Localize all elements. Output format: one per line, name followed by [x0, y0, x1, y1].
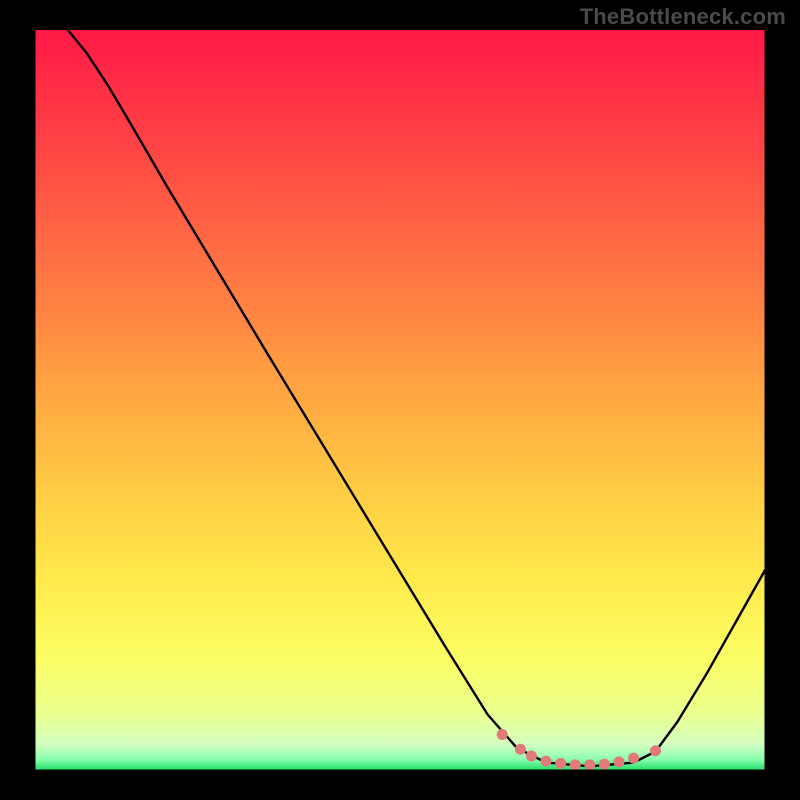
- plot-background: [35, 30, 765, 770]
- valley-marker: [515, 744, 526, 755]
- valley-marker: [650, 745, 661, 756]
- chart-stage: TheBottleneck.com: [0, 0, 800, 800]
- watermark-text: TheBottleneck.com: [580, 4, 786, 30]
- valley-marker: [570, 759, 581, 770]
- valley-marker: [599, 759, 610, 770]
- valley-marker: [526, 750, 537, 761]
- valley-marker: [614, 756, 625, 767]
- valley-marker: [628, 753, 639, 764]
- plot-layer: [35, 30, 765, 770]
- valley-marker: [497, 729, 508, 740]
- valley-marker: [555, 758, 566, 769]
- valley-marker: [584, 759, 595, 770]
- bottleneck-chart: [0, 0, 800, 800]
- valley-marker: [541, 756, 552, 767]
